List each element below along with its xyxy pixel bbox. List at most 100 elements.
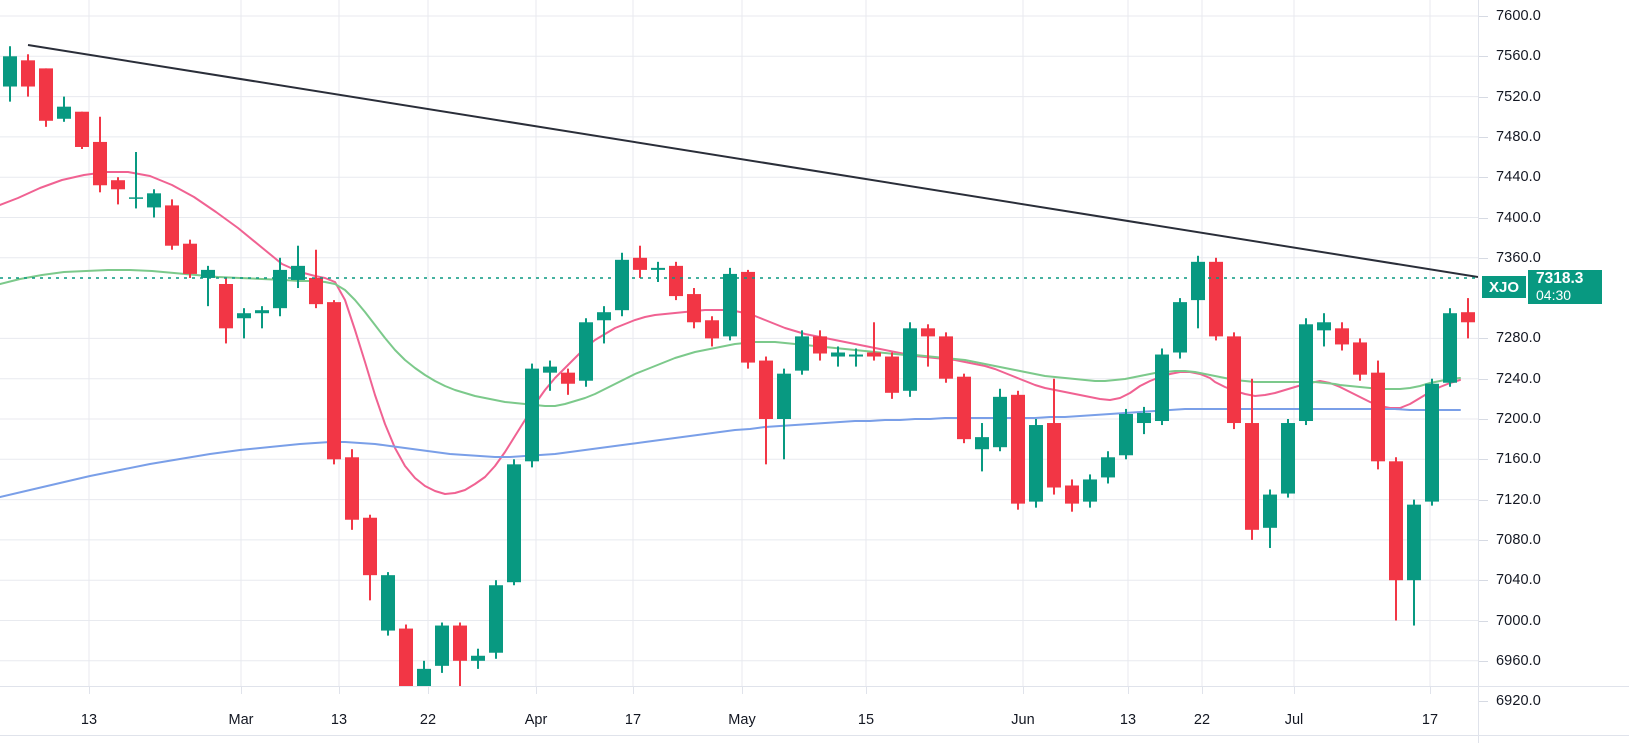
plot-area[interactable]	[0, 0, 1478, 686]
candle[interactable]	[471, 648, 485, 669]
candle[interactable]	[1173, 298, 1187, 359]
candle[interactable]	[1209, 257, 1223, 341]
price-axis[interactable]: 7600.0 7560.0 7520.0 7480.0 7440.0 7400.0 7360…	[1478, 0, 1629, 709]
candle[interactable]	[1425, 378, 1439, 506]
candle[interactable]	[435, 622, 449, 673]
price-tick	[1478, 459, 1488, 461]
candle[interactable]	[1407, 499, 1421, 626]
candle[interactable]	[633, 245, 647, 278]
candle[interactable]	[831, 346, 845, 367]
candle[interactable]	[903, 322, 917, 397]
candle[interactable]	[291, 245, 305, 289]
candle[interactable]	[111, 177, 125, 205]
candle[interactable]	[597, 306, 611, 344]
candle[interactable]	[93, 116, 107, 193]
candle[interactable]	[1371, 360, 1385, 470]
candle[interactable]	[561, 368, 575, 395]
candle[interactable]	[1443, 308, 1457, 387]
candle-body	[1245, 423, 1259, 530]
candle[interactable]	[327, 300, 341, 465]
candle[interactable]	[165, 199, 179, 250]
time-axis-divider	[0, 686, 1629, 687]
candle[interactable]	[525, 363, 539, 468]
candle[interactable]	[1155, 348, 1169, 426]
time-axis[interactable]: 13 Mar 13 22 Apr 17 May 15 Jun 13 22 Jul 17	[0, 686, 1478, 743]
candle[interactable]	[345, 449, 359, 530]
candle[interactable]	[849, 348, 863, 367]
price-tick	[1478, 136, 1488, 138]
candle[interactable]	[867, 322, 881, 361]
time-axis-label: 13	[1119, 712, 1137, 728]
candle[interactable]	[957, 373, 971, 444]
candle[interactable]	[759, 356, 773, 465]
candle[interactable]	[1227, 332, 1241, 430]
candle[interactable]	[1011, 390, 1025, 510]
candle[interactable]	[543, 360, 557, 391]
candle[interactable]	[579, 318, 593, 387]
candle[interactable]	[1065, 479, 1079, 512]
candle[interactable]	[939, 332, 953, 383]
candle[interactable]	[1029, 419, 1043, 508]
candle[interactable]	[723, 267, 737, 341]
candle[interactable]	[39, 68, 53, 127]
trendline-resistance[interactable]	[27, 44, 1478, 278]
candle[interactable]	[363, 514, 377, 601]
candle[interactable]	[615, 252, 629, 317]
candle[interactable]	[381, 572, 395, 636]
candle[interactable]	[813, 330, 827, 361]
candle[interactable]	[147, 189, 161, 218]
candle[interactable]	[741, 269, 755, 369]
candle[interactable]	[1317, 313, 1331, 347]
candle[interactable]	[489, 580, 503, 659]
candle[interactable]	[75, 111, 89, 149]
time-tick	[428, 686, 429, 694]
candle[interactable]	[237, 308, 251, 339]
candle[interactable]	[777, 368, 791, 460]
candle[interactable]	[1353, 338, 1367, 381]
candle[interactable]	[183, 239, 197, 278]
candle[interactable]	[57, 96, 71, 122]
candle-body	[525, 368, 539, 462]
candle[interactable]	[669, 261, 683, 301]
candle[interactable]	[993, 388, 1007, 452]
price-axis-label: 7440.0	[1496, 169, 1541, 186]
candle[interactable]	[1083, 474, 1097, 508]
candle-series[interactable]	[3, 46, 1478, 686]
candle[interactable]	[201, 265, 215, 307]
price-axis-label: 7600.0	[1496, 8, 1541, 24]
candle[interactable]	[1119, 408, 1133, 460]
plot-canvas[interactable]	[0, 0, 1478, 686]
candle[interactable]	[795, 330, 809, 375]
candle[interactable]	[21, 54, 35, 97]
candle[interactable]	[1047, 378, 1061, 495]
candle[interactable]	[1299, 318, 1313, 426]
candle[interactable]	[273, 257, 287, 317]
current-price-badge[interactable]: XJO 7318.3 04:30	[1482, 270, 1603, 304]
candle[interactable]	[309, 249, 323, 309]
candle[interactable]	[975, 423, 989, 472]
candle[interactable]	[687, 288, 701, 329]
candle[interactable]	[885, 352, 899, 399]
candle[interactable]	[921, 324, 935, 367]
candle[interactable]	[453, 622, 467, 686]
candle[interactable]	[507, 459, 521, 586]
candle[interactable]	[3, 46, 17, 102]
candle[interactable]	[399, 624, 413, 686]
candle[interactable]	[705, 316, 719, 347]
candle[interactable]	[1281, 419, 1295, 498]
candle[interactable]	[651, 261, 665, 282]
candle[interactable]	[1245, 378, 1259, 540]
candle[interactable]	[219, 277, 233, 344]
candle[interactable]	[417, 660, 431, 686]
candle[interactable]	[129, 152, 143, 209]
candle[interactable]	[255, 306, 269, 329]
candle[interactable]	[1263, 489, 1277, 548]
candle[interactable]	[1335, 322, 1349, 351]
candle[interactable]	[1191, 255, 1205, 329]
candle-body	[1281, 423, 1295, 494]
candle[interactable]	[1137, 406, 1151, 435]
candle[interactable]	[1389, 457, 1403, 621]
candle[interactable]	[1101, 451, 1115, 484]
candle[interactable]	[1461, 298, 1475, 339]
